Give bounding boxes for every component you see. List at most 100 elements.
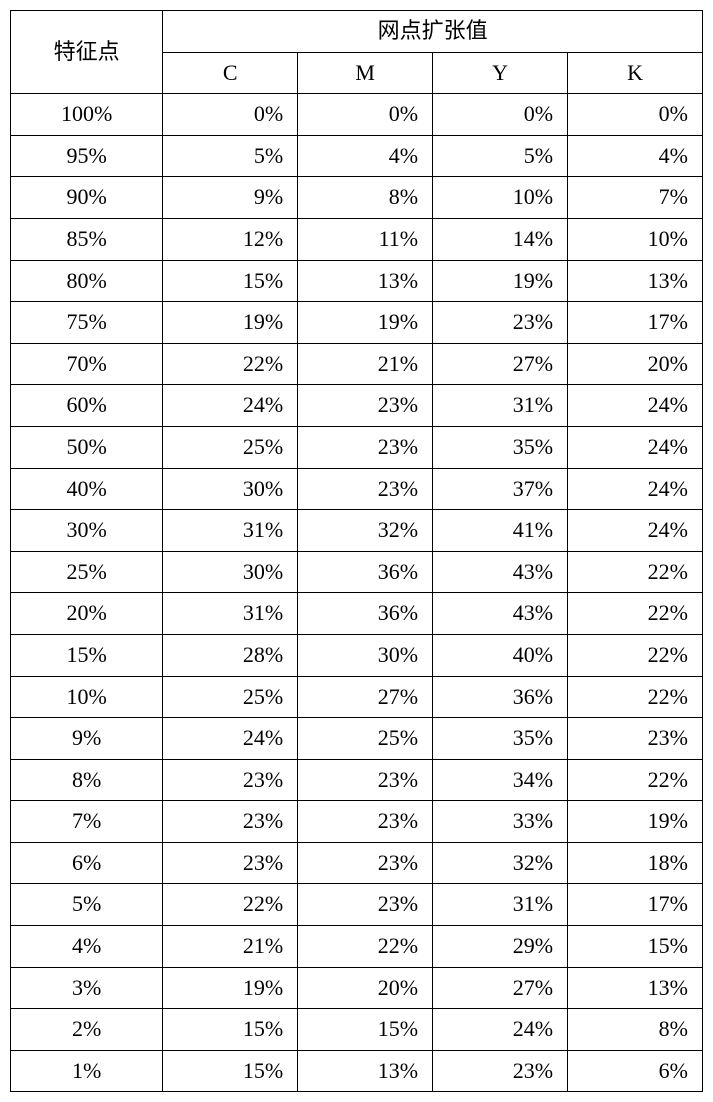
table-row: 80%15%13%19%13% [11, 260, 703, 302]
cell-m: 0% [298, 94, 433, 136]
table-row: 30%31%32%41%24% [11, 510, 703, 552]
cell-c: 25% [163, 676, 298, 718]
cell-k: 10% [568, 218, 703, 260]
table-row: 7%23%23%33%19% [11, 801, 703, 843]
cell-feature: 75% [11, 302, 163, 344]
table-row: 90%9%8%10%7% [11, 177, 703, 219]
cell-m: 15% [298, 1009, 433, 1051]
cell-k: 24% [568, 468, 703, 510]
cell-c: 22% [163, 884, 298, 926]
cell-k: 7% [568, 177, 703, 219]
cell-k: 15% [568, 926, 703, 968]
cell-y: 41% [433, 510, 568, 552]
cell-k: 17% [568, 884, 703, 926]
cell-feature: 9% [11, 718, 163, 760]
cell-y: 29% [433, 926, 568, 968]
cell-k: 22% [568, 676, 703, 718]
cell-y: 35% [433, 426, 568, 468]
cell-c: 28% [163, 634, 298, 676]
cell-c: 0% [163, 94, 298, 136]
table-row: 75%19%19%23%17% [11, 302, 703, 344]
cell-m: 23% [298, 468, 433, 510]
cell-c: 15% [163, 1009, 298, 1051]
table-header: 特征点 网点扩张值 C M Y K [11, 11, 703, 94]
cell-k: 17% [568, 302, 703, 344]
cell-m: 8% [298, 177, 433, 219]
cell-c: 19% [163, 967, 298, 1009]
cell-c: 21% [163, 926, 298, 968]
cell-k: 0% [568, 94, 703, 136]
header-col-c: C [163, 52, 298, 94]
table-row: 95%5%4%5%4% [11, 135, 703, 177]
cell-y: 23% [433, 1050, 568, 1092]
cell-y: 27% [433, 343, 568, 385]
cell-m: 36% [298, 593, 433, 635]
cell-m: 30% [298, 634, 433, 676]
cell-k: 22% [568, 593, 703, 635]
cell-m: 36% [298, 551, 433, 593]
cell-c: 15% [163, 1050, 298, 1092]
cell-k: 24% [568, 385, 703, 427]
cell-m: 4% [298, 135, 433, 177]
cell-y: 23% [433, 302, 568, 344]
cell-feature: 25% [11, 551, 163, 593]
cell-y: 43% [433, 593, 568, 635]
cell-y: 35% [433, 718, 568, 760]
cell-k: 20% [568, 343, 703, 385]
cell-m: 23% [298, 842, 433, 884]
cell-c: 12% [163, 218, 298, 260]
table-row: 85%12%11%14%10% [11, 218, 703, 260]
cell-m: 13% [298, 1050, 433, 1092]
cell-k: 4% [568, 135, 703, 177]
cell-k: 13% [568, 260, 703, 302]
cell-y: 32% [433, 842, 568, 884]
cell-k: 6% [568, 1050, 703, 1092]
cell-k: 8% [568, 1009, 703, 1051]
cell-c: 30% [163, 551, 298, 593]
cell-c: 31% [163, 510, 298, 552]
table-row: 6%23%23%32%18% [11, 842, 703, 884]
cell-c: 23% [163, 801, 298, 843]
cell-feature: 85% [11, 218, 163, 260]
cell-m: 23% [298, 884, 433, 926]
cell-feature: 10% [11, 676, 163, 718]
cell-k: 22% [568, 551, 703, 593]
cell-c: 22% [163, 343, 298, 385]
cell-m: 13% [298, 260, 433, 302]
cell-y: 10% [433, 177, 568, 219]
cell-feature: 30% [11, 510, 163, 552]
cell-m: 32% [298, 510, 433, 552]
header-col-y: Y [433, 52, 568, 94]
table-row: 15%28%30%40%22% [11, 634, 703, 676]
cell-m: 23% [298, 385, 433, 427]
dot-gain-table: 特征点 网点扩张值 C M Y K 100%0%0%0%0%95%5%4%5%4… [10, 10, 703, 1092]
cell-feature: 15% [11, 634, 163, 676]
cell-c: 19% [163, 302, 298, 344]
cell-c: 24% [163, 718, 298, 760]
table-row: 50%25%23%35%24% [11, 426, 703, 468]
cell-c: 23% [163, 759, 298, 801]
cell-feature: 1% [11, 1050, 163, 1092]
cell-y: 27% [433, 967, 568, 1009]
table-row: 5%22%23%31%17% [11, 884, 703, 926]
cell-y: 37% [433, 468, 568, 510]
cell-k: 24% [568, 510, 703, 552]
cell-feature: 80% [11, 260, 163, 302]
cell-k: 18% [568, 842, 703, 884]
cell-y: 19% [433, 260, 568, 302]
table-header-row-1: 特征点 网点扩张值 [11, 11, 703, 53]
cell-m: 23% [298, 426, 433, 468]
cell-feature: 5% [11, 884, 163, 926]
table-row: 2%15%15%24%8% [11, 1009, 703, 1051]
cell-feature: 95% [11, 135, 163, 177]
header-group: 网点扩张值 [163, 11, 703, 53]
cell-c: 23% [163, 842, 298, 884]
cell-m: 19% [298, 302, 433, 344]
cell-k: 22% [568, 759, 703, 801]
table-row: 10%25%27%36%22% [11, 676, 703, 718]
cell-m: 27% [298, 676, 433, 718]
cell-y: 34% [433, 759, 568, 801]
cell-feature: 4% [11, 926, 163, 968]
cell-feature: 8% [11, 759, 163, 801]
table-row: 70%22%21%27%20% [11, 343, 703, 385]
